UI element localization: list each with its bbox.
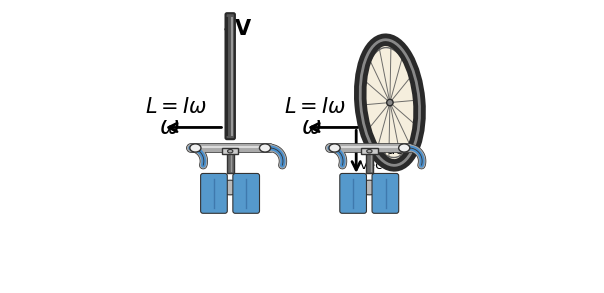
FancyBboxPatch shape	[226, 152, 234, 173]
FancyBboxPatch shape	[225, 13, 235, 139]
Ellipse shape	[220, 180, 240, 195]
Ellipse shape	[260, 144, 271, 152]
Ellipse shape	[387, 99, 393, 106]
FancyBboxPatch shape	[233, 173, 260, 213]
Ellipse shape	[399, 144, 410, 152]
Text: $\omega$: $\omega$	[301, 115, 321, 139]
FancyBboxPatch shape	[366, 152, 373, 173]
Ellipse shape	[329, 144, 340, 152]
Ellipse shape	[190, 144, 201, 152]
Text: $L = I\omega$: $L = I\omega$	[284, 97, 346, 117]
FancyBboxPatch shape	[361, 148, 378, 154]
Text: V: V	[235, 19, 251, 39]
FancyBboxPatch shape	[372, 173, 399, 213]
Ellipse shape	[360, 40, 420, 165]
FancyBboxPatch shape	[340, 173, 367, 213]
Text: Torque
vector: Torque vector	[359, 144, 403, 172]
Ellipse shape	[367, 149, 372, 153]
FancyBboxPatch shape	[222, 148, 239, 154]
Ellipse shape	[228, 149, 233, 153]
Text: $L = I\omega$: $L = I\omega$	[145, 97, 207, 117]
Text: $\omega$: $\omega$	[159, 115, 180, 139]
FancyBboxPatch shape	[201, 173, 227, 213]
Ellipse shape	[359, 180, 380, 195]
